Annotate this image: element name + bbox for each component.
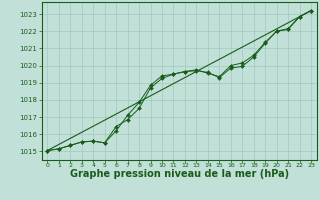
- X-axis label: Graphe pression niveau de la mer (hPa): Graphe pression niveau de la mer (hPa): [70, 169, 289, 179]
